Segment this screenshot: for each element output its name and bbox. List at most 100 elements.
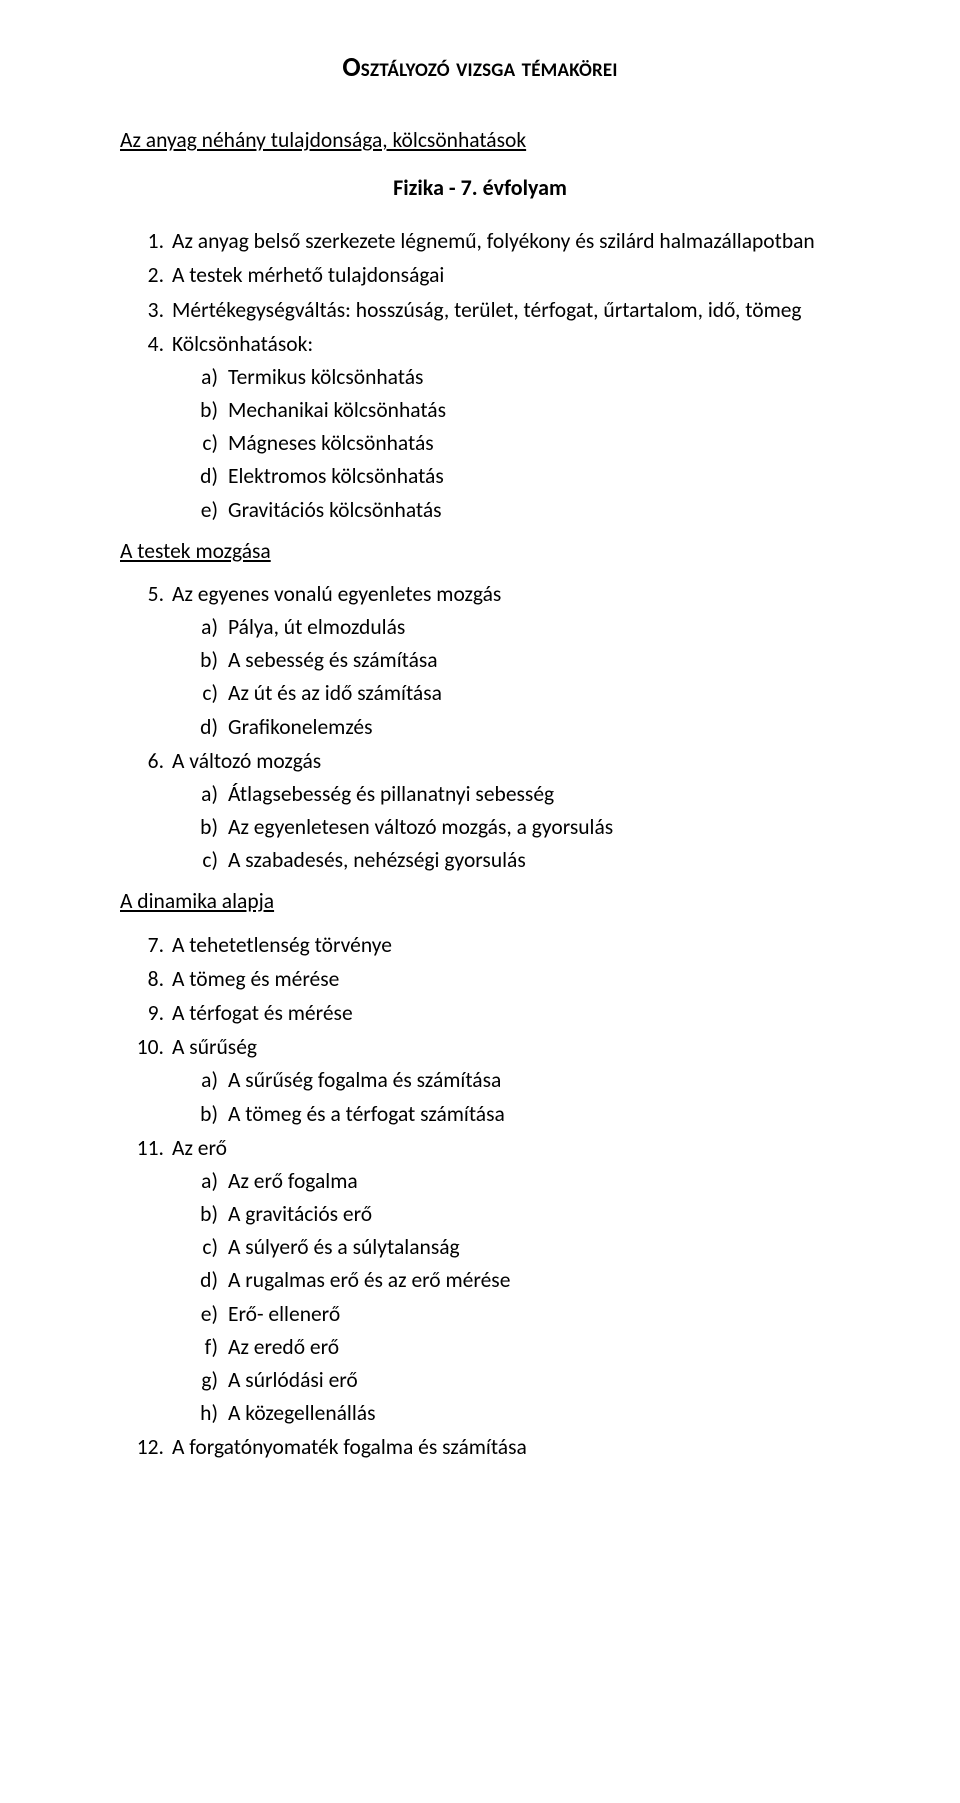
list-item: 12.A forgatónyomaték fogalma és számítás… <box>172 1432 840 1463</box>
item-text: Az anyag belső szerkezete légnemű, folyé… <box>172 228 815 254</box>
sub-text: A gravitációs erő <box>228 1201 372 1227</box>
item-number: 12. <box>120 1432 164 1463</box>
sub-text: A sebesség és számítása <box>228 647 438 673</box>
sub-item: g)A súrlódási erő <box>228 1365 840 1396</box>
list-item: 4.Kölcsönhatások: a)Termikus kölcsönhatá… <box>172 329 840 526</box>
sub-item: a)Átlagsebesség és pillanatnyi sebesség <box>228 779 840 810</box>
section-heading-0: Az anyag néhány tulajdonsága, kölcsönhat… <box>120 125 526 156</box>
sub-item: b)A tömeg és a térfogat számítása <box>228 1099 840 1130</box>
sub-item: d)Elektromos kölcsönhatás <box>228 461 840 492</box>
item-number: 1. <box>120 226 164 257</box>
sub-text: Elektromos kölcsönhatás <box>228 463 444 489</box>
sub-text: Mágneses kölcsönhatás <box>228 430 434 456</box>
sub-item: c)A szabadesés, nehézségi gyorsulás <box>228 845 840 876</box>
sub-letter: a) <box>172 612 218 643</box>
item-text: Az egyenes vonalú egyenletes mozgás <box>172 581 501 607</box>
list-item: 9.A térfogat és mérése <box>172 998 840 1029</box>
sub-text: Az erő fogalma <box>228 1168 358 1194</box>
list-item: 5.Az egyenes vonalú egyenletes mozgás a)… <box>172 579 840 743</box>
sub-item: c)Az út és az idő számítása <box>228 678 840 709</box>
sub-letter: d) <box>172 461 218 492</box>
item-number: 8. <box>120 964 164 995</box>
sub-text: A közegellenállás <box>228 1400 376 1426</box>
sub-letter: g) <box>172 1365 218 1396</box>
sub-letter: c) <box>172 845 218 876</box>
sub-item: b)A sebesség és számítása <box>228 645 840 676</box>
list-item: 1.Az anyag belső szerkezete légnemű, fol… <box>172 226 840 257</box>
sub-text: A rugalmas erő és az erő mérése <box>228 1267 510 1293</box>
sub-text: Pálya, út elmozdulás <box>228 614 405 640</box>
sub-letter: d) <box>172 1265 218 1296</box>
sub-text: Az eredő erő <box>228 1334 339 1360</box>
sub-letter: d) <box>172 712 218 743</box>
sub-text: Grafikonelemzés <box>228 714 372 740</box>
item-number: 3. <box>120 295 164 326</box>
list-item: 8.A tömeg és mérése <box>172 964 840 995</box>
sub-letter: a) <box>172 362 218 393</box>
sublist: a)Átlagsebesség és pillanatnyi sebesség … <box>172 779 840 877</box>
sub-item: a)Pálya, út elmozdulás <box>228 612 840 643</box>
sub-text: Az út és az idő számítása <box>228 680 442 706</box>
sub-letter: h) <box>172 1398 218 1429</box>
sub-text: Az egyenletesen változó mozgás, a gyorsu… <box>228 814 613 840</box>
list-item: 6.A változó mozgás a)Átlagsebesség és pi… <box>172 746 840 877</box>
sub-letter: c) <box>172 428 218 459</box>
section-2-list: 7.A tehetetlenség törvénye 8.A tömeg és … <box>120 930 840 1464</box>
sublist: a)Termikus kölcsönhatás b)Mechanikai köl… <box>172 362 840 526</box>
item-text: A tehetetlenség törvénye <box>172 932 392 958</box>
sub-item: a)Termikus kölcsönhatás <box>228 362 840 393</box>
item-text: Kölcsönhatások: <box>172 331 313 357</box>
sub-letter: e) <box>172 1299 218 1330</box>
sub-letter: c) <box>172 1232 218 1263</box>
sub-letter: e) <box>172 495 218 526</box>
sub-item: b)Mechanikai kölcsönhatás <box>228 395 840 426</box>
item-text: A térfogat és mérése <box>172 1000 353 1026</box>
section-heading-2: A dinamika alapja <box>120 886 840 917</box>
sub-letter: f) <box>172 1332 218 1363</box>
sub-text: A súrlódási erő <box>228 1367 358 1393</box>
sub-text: Gravitációs kölcsönhatás <box>228 497 442 523</box>
sub-text: Termikus kölcsönhatás <box>228 364 423 390</box>
item-number: 10. <box>120 1032 164 1063</box>
list-item: 2.A testek mérhető tulajdonságai <box>172 260 840 291</box>
item-number: 11. <box>120 1133 164 1164</box>
document-title: Osztályozó vizsga témakörei <box>120 48 840 87</box>
item-text: A sűrűség <box>172 1034 257 1060</box>
sub-item: b)A gravitációs erő <box>228 1199 840 1230</box>
sub-letter: a) <box>172 1065 218 1096</box>
sub-letter: a) <box>172 779 218 810</box>
list-item: 3.Mértékegységváltás: hosszúság, terület… <box>172 295 840 326</box>
sub-letter: c) <box>172 678 218 709</box>
sub-item: a)A sűrűség fogalma és számítása <box>228 1065 840 1096</box>
document-subtitle: Fizika - 7. évfolyam <box>120 172 840 204</box>
sub-text: A súlyerő és a súlytalanság <box>228 1234 460 1260</box>
sub-item: d)A rugalmas erő és az erő mérése <box>228 1265 840 1296</box>
sub-item: f)Az eredő erő <box>228 1332 840 1363</box>
sublist: a)Pálya, út elmozdulás b)A sebesség és s… <box>172 612 840 743</box>
list-item: 10.A sűrűség a)A sűrűség fogalma és szám… <box>172 1032 840 1130</box>
item-number: 6. <box>120 746 164 777</box>
list-item: 7.A tehetetlenség törvénye <box>172 930 840 961</box>
sub-item: d)Grafikonelemzés <box>228 712 840 743</box>
sublist: a)A sűrűség fogalma és számítása b)A töm… <box>172 1065 840 1129</box>
item-number: 5. <box>120 579 164 610</box>
sub-letter: b) <box>172 645 218 676</box>
sub-text: Erő- ellenerő <box>228 1301 340 1327</box>
item-text: Az erő <box>172 1135 227 1161</box>
sub-text: A tömeg és a térfogat számítása <box>228 1101 505 1127</box>
item-text: A tömeg és mérése <box>172 966 339 992</box>
item-text: Mértékegységváltás: hosszúság, terület, … <box>172 297 802 323</box>
sub-text: Átlagsebesség és pillanatnyi sebesség <box>228 781 554 807</box>
item-text: A forgatónyomaték fogalma és számítása <box>172 1434 527 1460</box>
sub-item: e)Erő- ellenerő <box>228 1299 840 1330</box>
sub-letter: b) <box>172 1199 218 1230</box>
list-item: 11.Az erő a)Az erő fogalma b)A gravitáci… <box>172 1133 840 1430</box>
item-text: A változó mozgás <box>172 748 321 774</box>
item-number: 7. <box>120 930 164 961</box>
sub-item: c)A súlyerő és a súlytalanság <box>228 1232 840 1263</box>
item-number: 4. <box>120 329 164 360</box>
sub-text: A sűrűség fogalma és számítása <box>228 1067 501 1093</box>
section-0-list: 1. Az anyag belső szerkezete légnemű, fol… <box>120 226 840 526</box>
sub-letter: b) <box>172 1099 218 1130</box>
sub-item: h)A közegellenállás <box>228 1398 840 1429</box>
